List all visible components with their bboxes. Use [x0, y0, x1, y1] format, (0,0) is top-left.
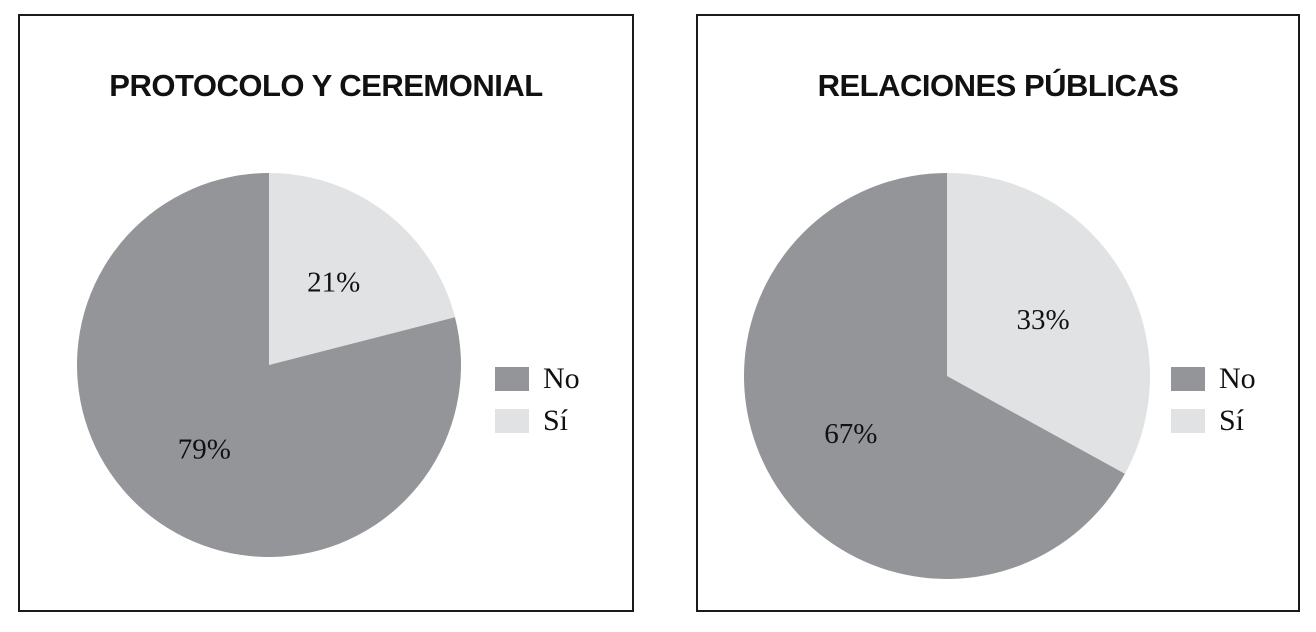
pie-slice-si: [947, 173, 1150, 474]
legend-swatch-si: [495, 409, 529, 433]
legend-swatch-no: [1171, 367, 1205, 391]
pie-slice-si: [269, 173, 455, 365]
chart-panel-relaciones: RELACIONES PÚBLICAS 33% 67% No Sí: [696, 14, 1300, 612]
legend-swatch-si: [1171, 409, 1205, 433]
pie-chart-protocolo: 21% 79%: [76, 173, 462, 557]
pie-slice-no: [76, 173, 462, 557]
legend-item-si: Sí: [1171, 400, 1256, 442]
slice-label-si: 21%: [307, 267, 360, 299]
legend-swatch-no: [495, 367, 529, 391]
legend-label-si: Sí: [1219, 404, 1245, 437]
chart-legend: No Sí: [1171, 358, 1256, 442]
chart-panel-protocolo: PROTOCOLO Y CEREMONIAL 21% 79% No Sí: [18, 14, 634, 612]
legend-label-no: No: [1219, 362, 1256, 395]
legend-item-si: Sí: [495, 400, 580, 442]
legend-item-no: No: [495, 358, 580, 400]
slice-label-no: 79%: [178, 433, 231, 465]
legend-label-si: Sí: [543, 404, 569, 437]
legend-item-no: No: [1171, 358, 1256, 400]
legend-label-no: No: [543, 362, 580, 395]
slice-label-no: 67%: [824, 418, 877, 450]
chart-legend: No Sí: [495, 358, 580, 442]
pie-chart-relaciones: 33% 67%: [744, 173, 1150, 579]
chart-title: RELACIONES PÚBLICAS: [817, 68, 1179, 103]
chart-title: PROTOCOLO Y CEREMONIAL: [109, 68, 543, 103]
slice-label-si: 33%: [1017, 304, 1070, 336]
pie-slice-no: [744, 173, 1125, 579]
